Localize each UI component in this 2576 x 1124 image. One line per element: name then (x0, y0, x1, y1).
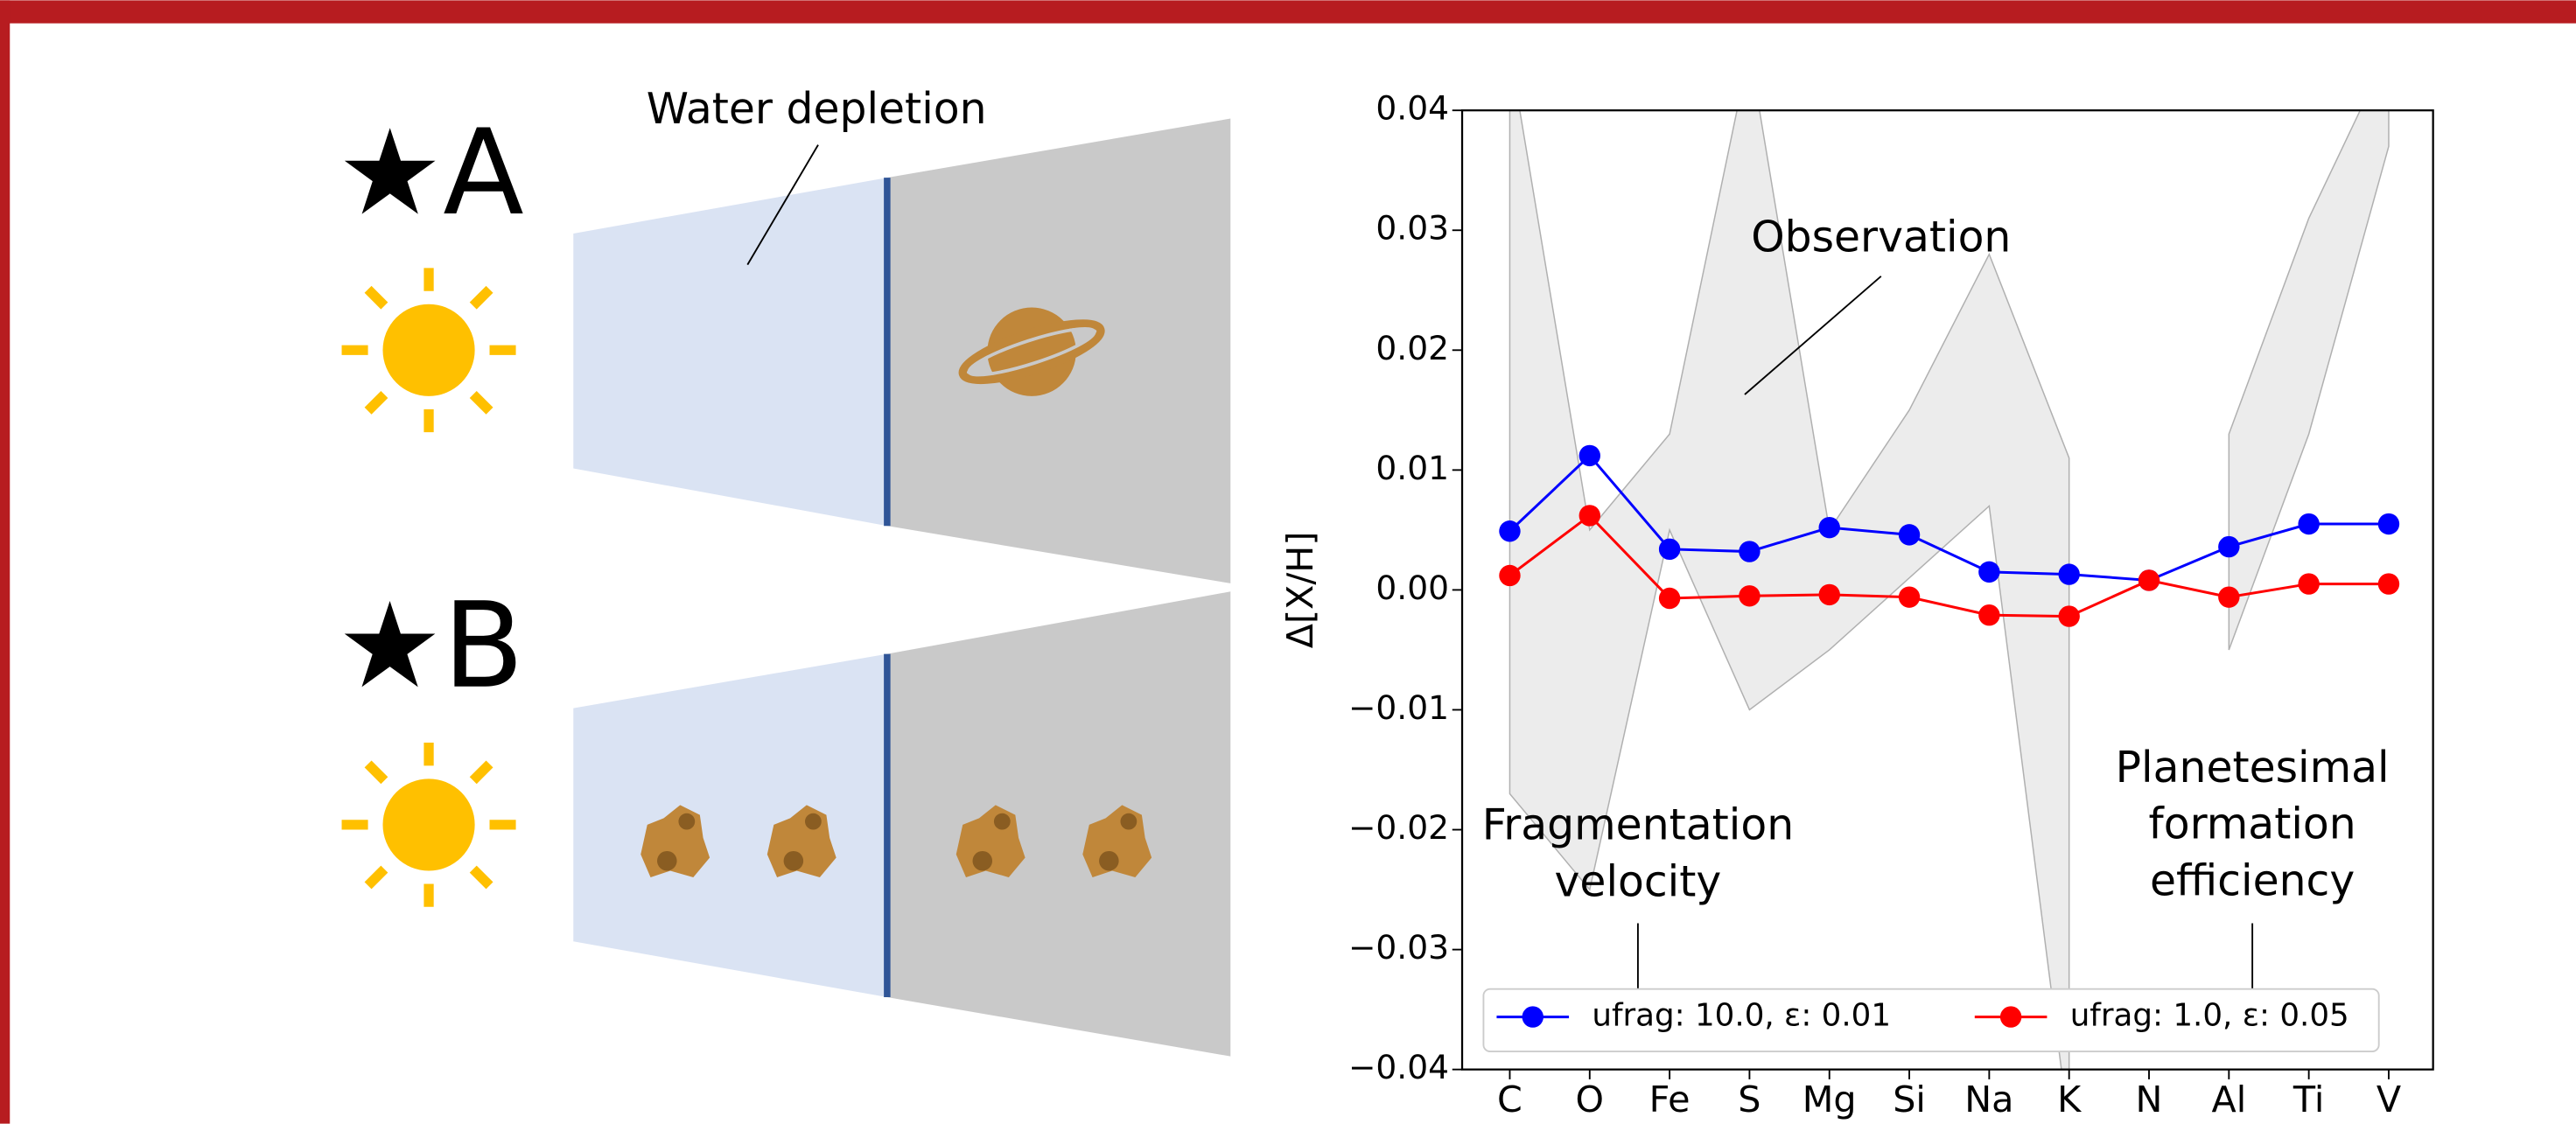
annotation: formation (2149, 799, 2356, 849)
data-point (2378, 513, 2399, 534)
annotation: Fragmentation (1482, 800, 1794, 850)
observation-band (2229, 51, 2389, 650)
y-tick-label: 0.00 (1376, 569, 1449, 607)
rock-crater (1099, 851, 1119, 871)
top-bar (0, 0, 2576, 23)
data-point (2058, 605, 2079, 626)
data-point (1739, 585, 1760, 606)
data-point (2378, 573, 2399, 594)
data-point (1579, 505, 1600, 526)
rock-crater (657, 851, 677, 871)
rock-crater (805, 813, 822, 830)
x-tick-label: C (1497, 1079, 1522, 1121)
data-point (1739, 541, 1760, 562)
sun (342, 743, 516, 907)
x-tick-label: Na (1964, 1079, 2013, 1121)
x-tick-label: Fe (1649, 1079, 1690, 1121)
star-a-label: ★A (337, 104, 524, 241)
data-point (1819, 517, 1840, 538)
legend-marker (1522, 1006, 1544, 1027)
data-point (2058, 563, 2079, 584)
x-tick-label: Ti (2292, 1079, 2324, 1121)
data-point (1819, 584, 1840, 605)
y-tick-label: −0.03 (1348, 928, 1449, 967)
x-tick-label: V (2376, 1079, 2401, 1121)
data-point (2298, 573, 2319, 594)
y-axis-label: Δ[X/H] (1279, 532, 1321, 649)
figure: ★A Water depletion ★B Δ[X/H] −0.04 −0.03 −… (0, 0, 2576, 1124)
y-tick-label: −0.01 (1348, 688, 1449, 727)
left-border (0, 0, 10, 1123)
data-point (2218, 536, 2239, 557)
rock-crater (1120, 813, 1137, 830)
legend-label: ufrag: 10.0, ε: 0.01 (1592, 998, 1891, 1034)
x-tick-label: K (2057, 1079, 2082, 1121)
data-point (2218, 586, 2239, 607)
y-tick-label: 0.03 (1376, 209, 1449, 248)
data-point (2138, 569, 2160, 590)
x-tick-label: N (2136, 1079, 2163, 1121)
data-point (1659, 588, 1680, 609)
annotation: Planetesimal (2116, 743, 2390, 792)
y-tick-label: −0.02 (1348, 808, 1449, 847)
data-point (1499, 520, 1520, 541)
x-tick-label: O (1576, 1079, 1605, 1121)
annotation: Observation (1751, 213, 2011, 262)
data-point (1978, 604, 1999, 625)
y-tick-label: 0.01 (1376, 449, 1449, 487)
star-b-label: ★B (337, 577, 524, 715)
data-point (1499, 565, 1520, 586)
annotation: efficiency (2150, 856, 2355, 906)
annotation: velocity (1555, 856, 1722, 906)
data-point (1978, 562, 1999, 583)
y-tick-label: 0.04 (1376, 89, 1449, 128)
x-tick-label: Al (2211, 1079, 2246, 1121)
data-point (2298, 513, 2319, 534)
rock-crater (973, 851, 993, 871)
outer-disk (887, 591, 1230, 1056)
sun (342, 268, 516, 432)
inner-disk (573, 178, 887, 526)
rock-crater (994, 813, 1011, 830)
rock-crater (784, 851, 804, 871)
data-point (1899, 586, 1920, 607)
legend-label: ufrag: 1.0, ε: 0.05 (2070, 998, 2349, 1034)
y-tick-label: 0.02 (1376, 329, 1449, 367)
x-tick-label: S (1738, 1079, 1760, 1121)
y-tick-label: −0.04 (1348, 1048, 1449, 1086)
x-tick-label: Mg (1802, 1079, 1857, 1121)
rock-crater (678, 813, 695, 830)
data-point (1659, 539, 1680, 560)
x-tick-label: Si (1893, 1079, 1926, 1121)
inner-disk (573, 654, 887, 997)
data-point (1579, 445, 1600, 466)
water-label: Water depletion (647, 84, 987, 134)
legend-marker (2000, 1006, 2021, 1027)
data-point (1899, 524, 1920, 545)
